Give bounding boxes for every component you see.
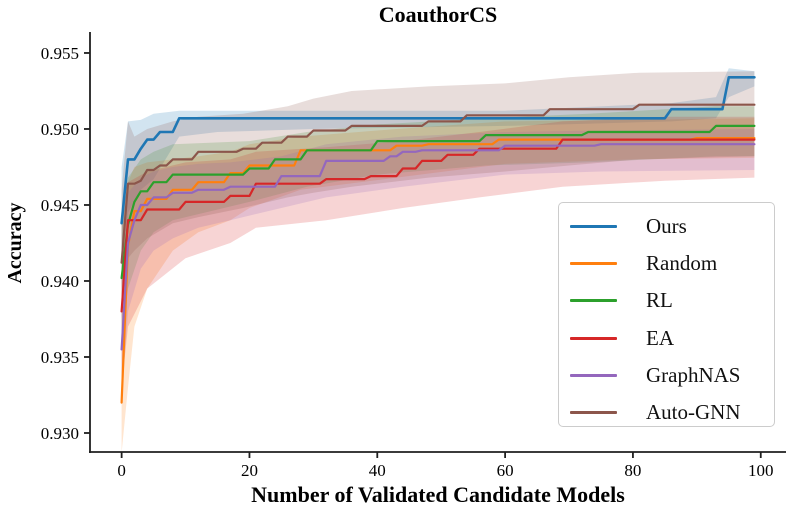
legend-item-graphnas: GraphNAS bbox=[570, 357, 774, 394]
legend-label: EA bbox=[646, 325, 674, 350]
x-tick-label: 0 bbox=[117, 461, 126, 480]
legend-label: GraphNAS bbox=[646, 362, 741, 387]
series-line-Ours bbox=[120, 76, 756, 225]
legend: Ours Random RL EA GraphNAS Auto-GNN bbox=[558, 202, 775, 427]
legend-label: Ours bbox=[646, 214, 687, 239]
legend-item-autognn: Auto-GNN bbox=[570, 394, 774, 431]
legend-label: Auto-GNN bbox=[646, 400, 741, 425]
series-line-Random bbox=[120, 137, 756, 404]
y-tick-label: 0.930 bbox=[41, 424, 79, 443]
series-line-RL bbox=[120, 124, 756, 280]
legend-line-swatch bbox=[570, 262, 617, 266]
y-tick-label: 0.945 bbox=[41, 196, 79, 215]
chart-title: CoauthorCS bbox=[378, 2, 498, 27]
x-tick-label: 20 bbox=[241, 461, 258, 480]
series-line-Auto-GNN bbox=[120, 103, 756, 264]
legend-line-swatch bbox=[570, 225, 617, 229]
legend-label: RL bbox=[646, 288, 673, 313]
legend-label: Random bbox=[646, 251, 718, 276]
legend-item-ea: EA bbox=[570, 320, 774, 357]
legend-item-rl: RL bbox=[570, 282, 774, 319]
series-band-Ours bbox=[121, 68, 755, 289]
legend-item-ours: Ours bbox=[570, 208, 774, 245]
legend-line-swatch bbox=[570, 336, 617, 340]
y-tick-label: 0.940 bbox=[41, 272, 79, 291]
x-tick-label: 100 bbox=[748, 461, 774, 480]
y-axis-label: Accuracy bbox=[4, 202, 26, 284]
legend-line-swatch bbox=[570, 299, 617, 303]
x-axis-label: Number of Validated Candidate Models bbox=[251, 482, 625, 507]
series-line-GraphNAS bbox=[120, 143, 756, 351]
x-tick-label: 60 bbox=[497, 461, 514, 480]
y-tick-label: 0.950 bbox=[41, 120, 79, 139]
legend-line-swatch bbox=[570, 411, 617, 415]
legend-line-swatch bbox=[570, 373, 617, 377]
y-tick-label: 0.935 bbox=[41, 348, 79, 367]
y-tick-label: 0.955 bbox=[41, 44, 79, 63]
x-tick-label: 40 bbox=[369, 461, 386, 480]
series-band-Random bbox=[121, 118, 755, 452]
x-tick-label: 80 bbox=[624, 461, 641, 480]
series-band-RL bbox=[121, 106, 755, 335]
legend-item-random: Random bbox=[570, 245, 774, 282]
series-band-Auto-GNN bbox=[121, 71, 755, 319]
series-band-GraphNAS bbox=[121, 129, 755, 403]
